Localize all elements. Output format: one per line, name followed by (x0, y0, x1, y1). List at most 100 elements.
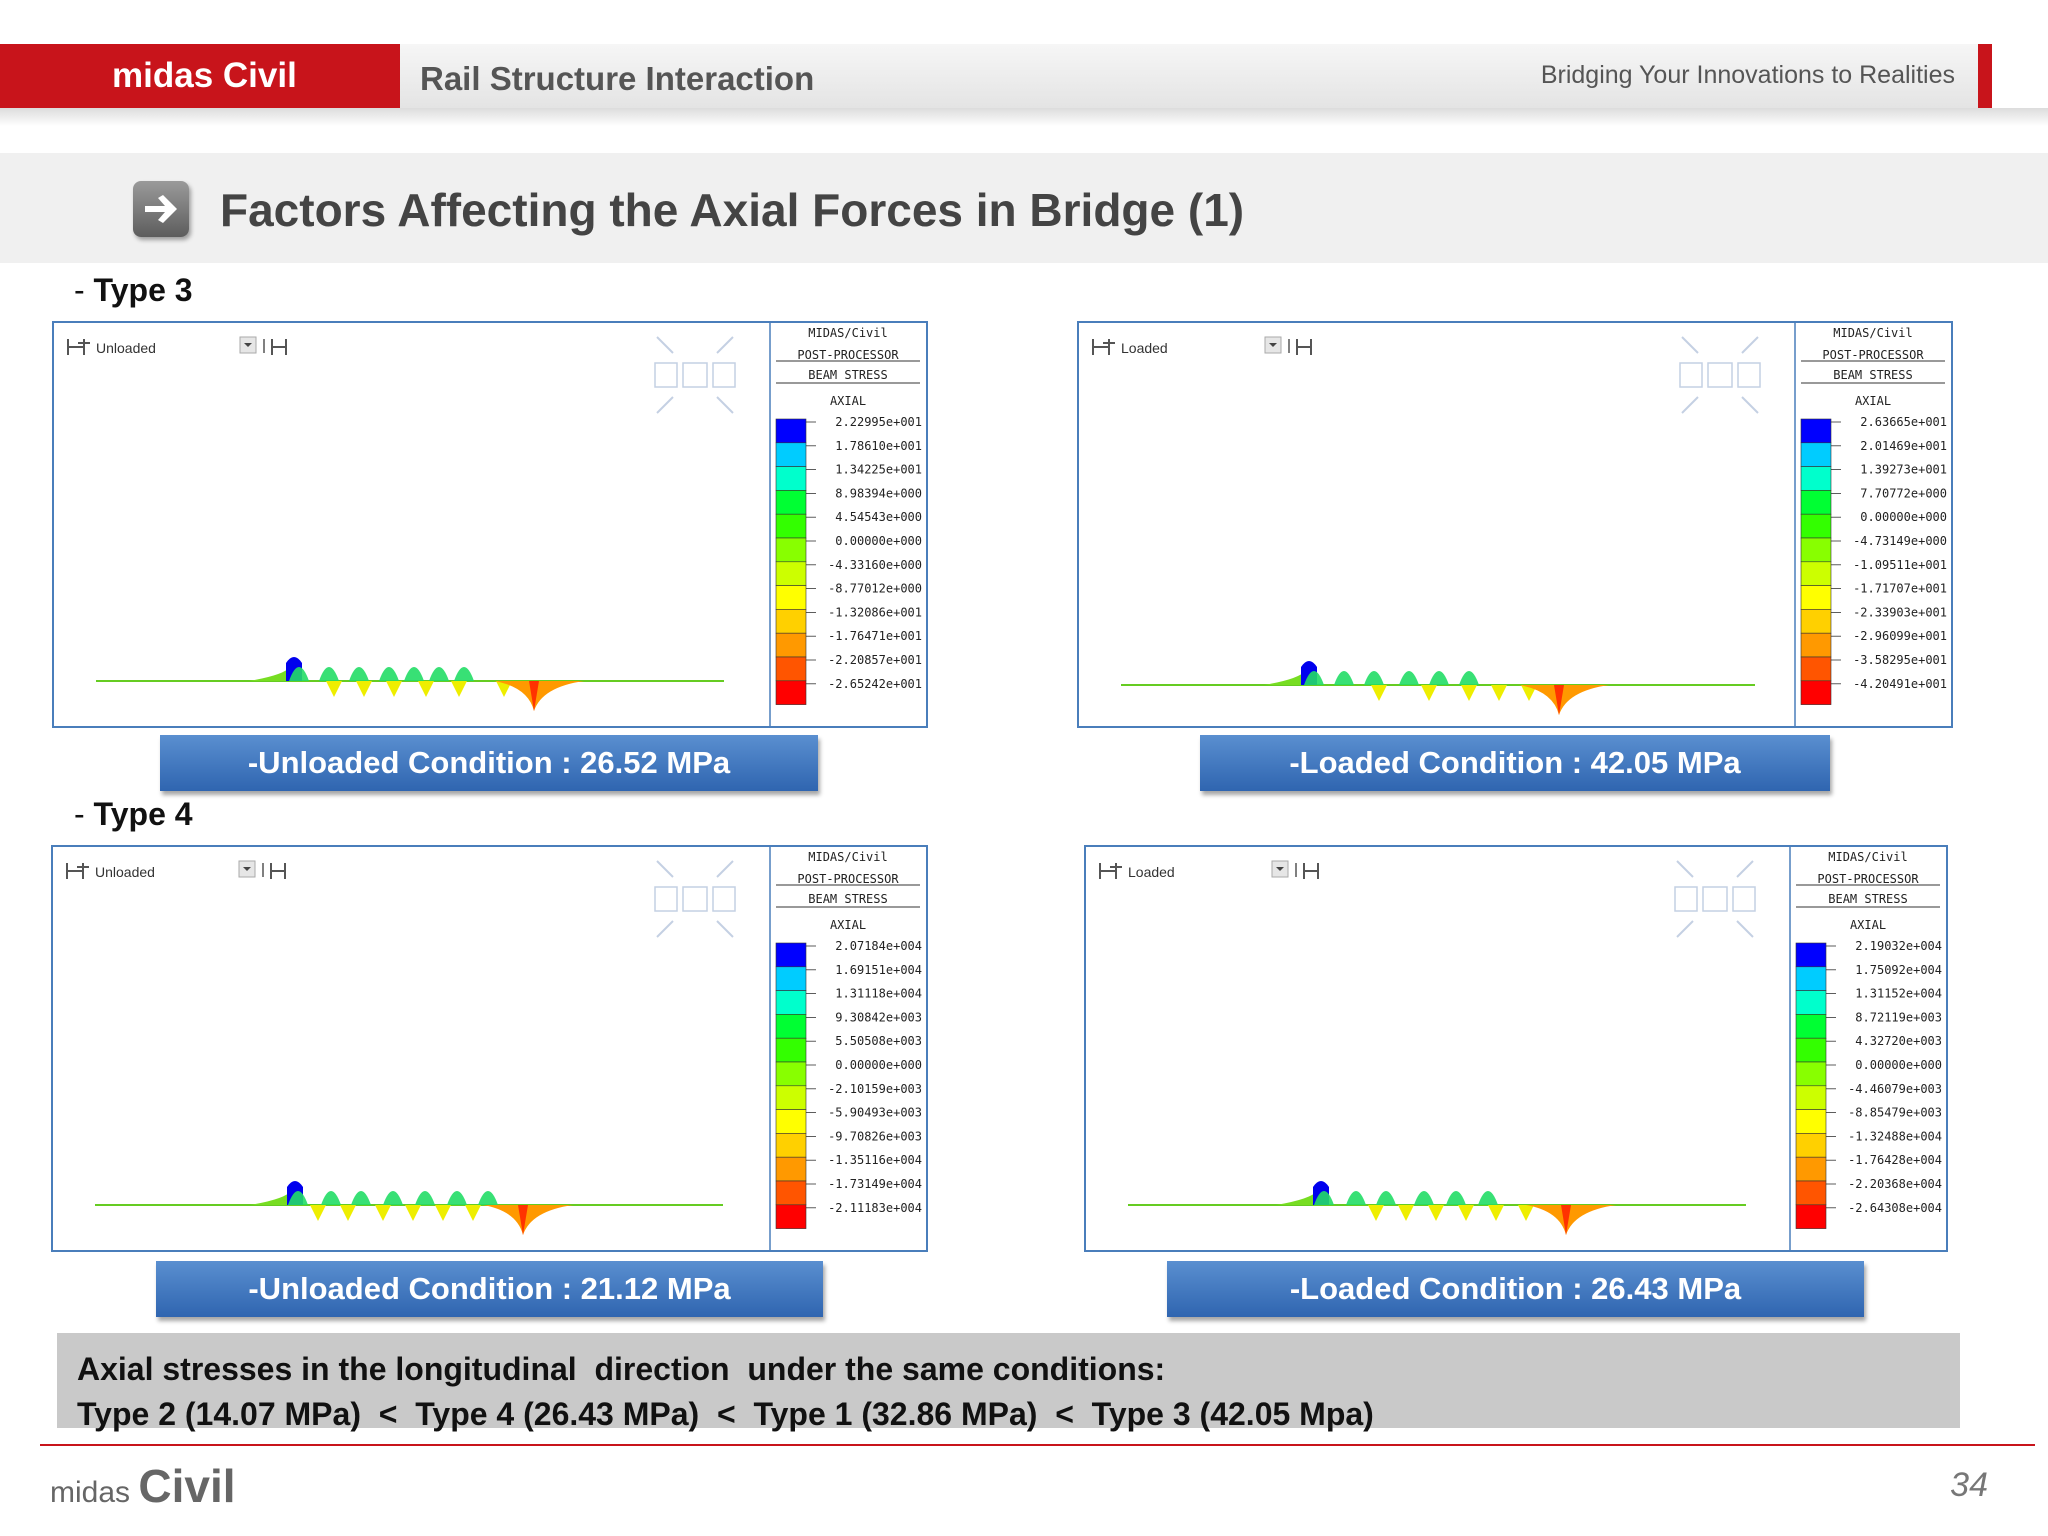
summary-box: Axial stresses in the longitudinal direc… (57, 1333, 1960, 1432)
brand-label: midas Civil (0, 44, 400, 108)
legend-value: -2.64308e+004 (1848, 1201, 1942, 1215)
legend-swatch (775, 1085, 807, 1110)
legend-value: -2.11183e+004 (828, 1201, 922, 1215)
legend-heading: MIDAS/Civil (1833, 326, 1912, 340)
legend-swatch (775, 513, 807, 539)
legend-swatch (775, 966, 807, 991)
structure-icon (1296, 339, 1312, 355)
structure-icon (66, 863, 89, 879)
load-case-dropdown-arrow[interactable] (1264, 336, 1282, 354)
legend-value: 1.31152e+004 (1855, 987, 1942, 1001)
legend-heading: BEAM STRESS (1833, 368, 1912, 382)
legend-swatch (775, 537, 807, 563)
legend-value: 1.34225e+001 (835, 463, 922, 477)
legend-value: 2.22995e+001 (835, 415, 922, 429)
legend-value: -1.73149e+004 (828, 1177, 922, 1191)
legend-value: 0.00000e+000 (1860, 510, 1947, 524)
legend-swatch (775, 1037, 807, 1063)
result-panel-type4-loaded: Loaded MIDAS/Civil POST-PROCESSOR BEAM STRE… (1084, 845, 1948, 1252)
color-legend: MIDAS/Civil POST-PROCESSOR BEAM STRESS AXIA… (769, 323, 922, 726)
structure-icon (1303, 863, 1319, 879)
axial-stress-diagram (95, 1181, 723, 1235)
type4-label-text: Type 4 (93, 796, 193, 832)
structure-icon (270, 863, 286, 879)
footer-logo: midas Civil (50, 1456, 236, 1523)
color-legend: MIDAS/Civil POST-PROCESSOR BEAM STRESS AXIA… (1789, 847, 1942, 1250)
legend-heading: AXIAL (830, 394, 866, 408)
legend-swatch (1800, 585, 1832, 610)
legend-swatch (1800, 537, 1832, 563)
legend-swatch (775, 490, 807, 515)
legend-swatch (1800, 490, 1832, 515)
view-cube-icon[interactable] (1674, 860, 1756, 938)
axial-stress-diagram (1121, 661, 1755, 715)
toolbar: Loaded (1099, 860, 1319, 880)
legend-swatch (775, 990, 807, 1015)
legend-value: -4.73149e+000 (1853, 534, 1947, 548)
view-cube-icon[interactable] (654, 336, 736, 414)
load-case-label: Loaded (1121, 340, 1168, 356)
legend-heading: BEAM STRESS (808, 368, 887, 382)
legend-swatch (1800, 561, 1832, 586)
footer-logo-small: midas (50, 1476, 131, 1509)
view-cube-icon[interactable] (654, 860, 736, 938)
footer-divider (40, 1444, 2035, 1446)
caption-type3-loaded: -Loaded Condition : 42.05 MPa (1200, 735, 1830, 791)
type3-label: - Type 3 (74, 272, 193, 308)
load-case-dropdown-arrow[interactable] (1271, 860, 1289, 878)
page-number: 34 (1950, 1466, 1988, 1504)
legend-heading: POST-PROCESSOR (797, 872, 899, 886)
legend-swatch (1795, 966, 1827, 991)
legend-value: 8.98394e+000 (835, 486, 922, 500)
legend-swatch (775, 632, 807, 658)
legend-swatch (775, 1180, 807, 1206)
header-tagline: Bridging Your Innovations to Realities (1540, 61, 1955, 89)
legend-value: -8.85479e+003 (1848, 1106, 1942, 1120)
load-case-dropdown-arrow[interactable] (238, 860, 256, 878)
toolbar: Unloaded (66, 860, 286, 880)
load-case-dropdown-arrow[interactable] (239, 336, 257, 354)
legend-value: 1.75092e+004 (1855, 963, 1942, 977)
legend-heading: BEAM STRESS (1828, 892, 1907, 906)
legend-value: -2.96099e+001 (1853, 629, 1947, 643)
legend-swatch (775, 585, 807, 610)
header-title: Rail Structure Interaction (420, 60, 815, 97)
legend-value: -1.32488e+004 (1848, 1129, 1942, 1143)
result-panel-type3-unloaded: Unloaded MIDAS/Civil POST-PROCESSOR BEAM ST… (52, 321, 928, 728)
legend-value: -3.58295e+001 (1853, 653, 1947, 667)
result-panel-type4-unloaded: Unloaded MIDAS/Civil POST-PROCESSOR BEAM ST… (51, 845, 928, 1252)
legend-value: 2.63665e+001 (1860, 415, 1947, 429)
legend-value: -1.76471e+001 (828, 629, 922, 643)
view-cube-icon[interactable] (1679, 336, 1761, 414)
legend-swatch (775, 656, 807, 682)
legend-value: 0.00000e+000 (835, 534, 922, 548)
caption-type3-unloaded: -Unloaded Condition : 26.52 MPa (160, 735, 818, 791)
legend-heading: MIDAS/Civil (808, 326, 887, 340)
legend-value: 1.78610e+001 (835, 439, 922, 453)
summary-line-1: Axial stresses in the longitudinal direc… (77, 1351, 1166, 1387)
legend-value: 7.70772e+000 (1860, 486, 1947, 500)
legend-swatch (775, 680, 807, 705)
legend-value: -1.76428e+004 (1848, 1153, 1942, 1167)
legend-value: -2.20368e+004 (1848, 1177, 1942, 1191)
legend-swatch (775, 561, 807, 586)
legend-value: 2.19032e+004 (1855, 939, 1942, 953)
legend-value: -1.32086e+001 (828, 605, 922, 619)
legend-value: -2.10159e+003 (828, 1082, 922, 1096)
legend-heading: POST-PROCESSOR (1822, 348, 1924, 362)
load-case-label: Loaded (1128, 864, 1175, 880)
legend-swatch (775, 1014, 807, 1039)
legend-value: 0.00000e+000 (835, 1058, 922, 1072)
legend-swatch (775, 1204, 807, 1229)
structure-icon (1099, 863, 1122, 879)
legend-swatch (1795, 942, 1827, 968)
section-title: Factors Affecting the Axial Forces in Br… (220, 184, 1245, 236)
load-case-label: Unloaded (95, 864, 155, 880)
legend-swatch (775, 1133, 807, 1158)
header-bar (400, 44, 1978, 108)
legend-value: 5.50508e+003 (835, 1034, 922, 1048)
type4-label: - Type 4 (74, 796, 193, 832)
legend-swatch (1800, 609, 1832, 634)
legend-heading: MIDAS/Civil (808, 850, 887, 864)
header-shadow (0, 108, 2048, 126)
